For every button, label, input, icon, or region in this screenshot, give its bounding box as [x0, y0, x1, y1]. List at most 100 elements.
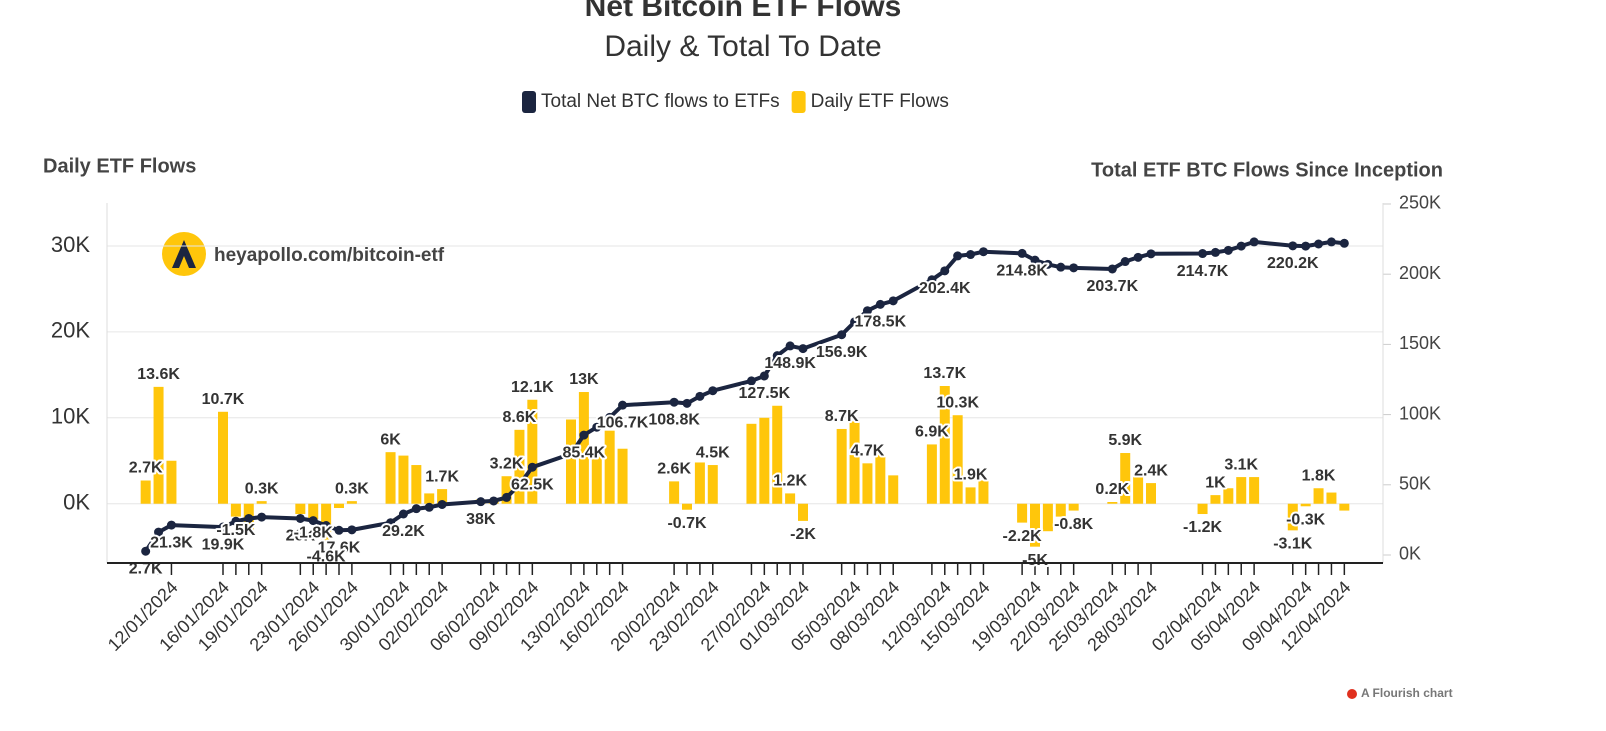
bar-value-label: 5.9K [1108, 432, 1142, 449]
watermark: heyapollo.com/bitcoin-etf [162, 232, 445, 276]
line-point [978, 247, 988, 257]
bar [939, 386, 950, 504]
line-point [798, 344, 808, 354]
bar-value-label: 1.2K [773, 473, 807, 490]
bar-value-label: -1.5K [216, 522, 256, 539]
bar [952, 415, 963, 504]
bar [1287, 503, 1298, 531]
line-value-label: 220.2K [1267, 255, 1319, 272]
bar [1339, 503, 1350, 511]
line-value-label: 108.8K [648, 411, 700, 428]
bar-value-label: 6.9K [915, 424, 949, 441]
line-point [927, 275, 937, 285]
bar-value-label: 0.2K [1095, 481, 1129, 498]
bar-value-label: -3.1K [1273, 536, 1313, 553]
bar-value-label: 6K [380, 431, 401, 448]
bar [591, 456, 602, 504]
line-point [1056, 262, 1066, 272]
bar [1146, 483, 1156, 504]
line-value-label: 214.7K [1177, 263, 1229, 280]
line-point [437, 499, 447, 509]
bar [1197, 503, 1208, 515]
bar-value-label: 1.9K [954, 467, 988, 484]
bar [153, 386, 164, 504]
y-tick-label: 0K [63, 490, 90, 515]
bar [230, 503, 241, 517]
line-point [888, 296, 898, 306]
bar [566, 419, 576, 504]
legend-swatch [791, 91, 806, 113]
line-point [940, 266, 950, 276]
bar-value-label: 2.4K [1134, 462, 1168, 479]
line-point [321, 521, 331, 531]
y-tick-label: 30K [51, 232, 90, 257]
line-point [166, 520, 176, 530]
bar [978, 480, 989, 504]
line-value-label: 203.7K [1087, 278, 1139, 295]
bar-value-label: 0.3K [245, 480, 279, 497]
line-point [1043, 259, 1053, 269]
y-axis-title: Daily ETF Flows [43, 155, 196, 177]
bar-value-label: 8.7K [825, 408, 859, 425]
line-point [1133, 252, 1143, 262]
line-point [772, 351, 782, 361]
bar [527, 399, 538, 504]
line-value-label: 26K [286, 528, 316, 545]
chart-subtitle: Daily & Total To Date [604, 30, 881, 63]
line-point [1326, 237, 1336, 247]
bar [1313, 488, 1324, 504]
bar [1210, 495, 1221, 504]
bar-value-label: 1.8K [1302, 467, 1336, 484]
bar [669, 481, 680, 504]
bar [785, 493, 796, 504]
bar-value-label: 13.6K [137, 366, 180, 383]
bar [772, 405, 783, 504]
bar [965, 487, 976, 504]
bars [140, 386, 1350, 547]
bar [385, 452, 396, 504]
y2-tick-label: 100K [1399, 403, 1441, 423]
bar [926, 444, 937, 504]
legend-label: Total Net BTC flows to ETFs [541, 91, 780, 112]
bar-value-label: 4.7K [851, 443, 885, 460]
line-point [1210, 247, 1220, 257]
bar [1300, 503, 1311, 507]
bar [166, 460, 177, 504]
y-tick-label: 20K [51, 318, 90, 343]
y-tick-label: 10K [51, 404, 90, 429]
credit: A Flourish chart [1347, 686, 1453, 700]
bar [514, 429, 525, 504]
line-point [424, 502, 434, 512]
bar-value-label: -1.2K [1183, 519, 1223, 536]
line-value-label: 29.2K [382, 523, 425, 540]
bar [1017, 503, 1028, 523]
bar [798, 503, 808, 521]
line-point [476, 497, 486, 507]
line-point [295, 513, 305, 523]
line-layer [141, 237, 1349, 556]
line-point [669, 397, 679, 407]
line-point [1339, 238, 1349, 248]
bar [1030, 503, 1040, 547]
line-point [502, 492, 512, 502]
bar [746, 423, 757, 504]
line-point [1249, 237, 1259, 247]
line-point [398, 509, 408, 519]
bar [617, 448, 628, 504]
bar [888, 475, 899, 504]
line-value-label: 156.9K [816, 344, 868, 361]
line-point [411, 504, 421, 514]
line-point [785, 341, 795, 351]
legend-swatch [522, 91, 536, 113]
bar [437, 489, 448, 504]
line-point [759, 371, 769, 381]
line-value-label: 202.4K [919, 280, 971, 297]
line-value-label: 106.7K [597, 414, 649, 431]
line-value-label: 19.9K [202, 536, 245, 553]
line-point [708, 386, 718, 396]
line-point [257, 512, 267, 522]
y2-axis-title: Total ETF BTC Flows Since Inception [1091, 159, 1443, 181]
line-point [334, 525, 344, 535]
bar-value-label: -0.8K [1054, 516, 1094, 533]
bar-value-label: 13.7K [923, 365, 966, 382]
